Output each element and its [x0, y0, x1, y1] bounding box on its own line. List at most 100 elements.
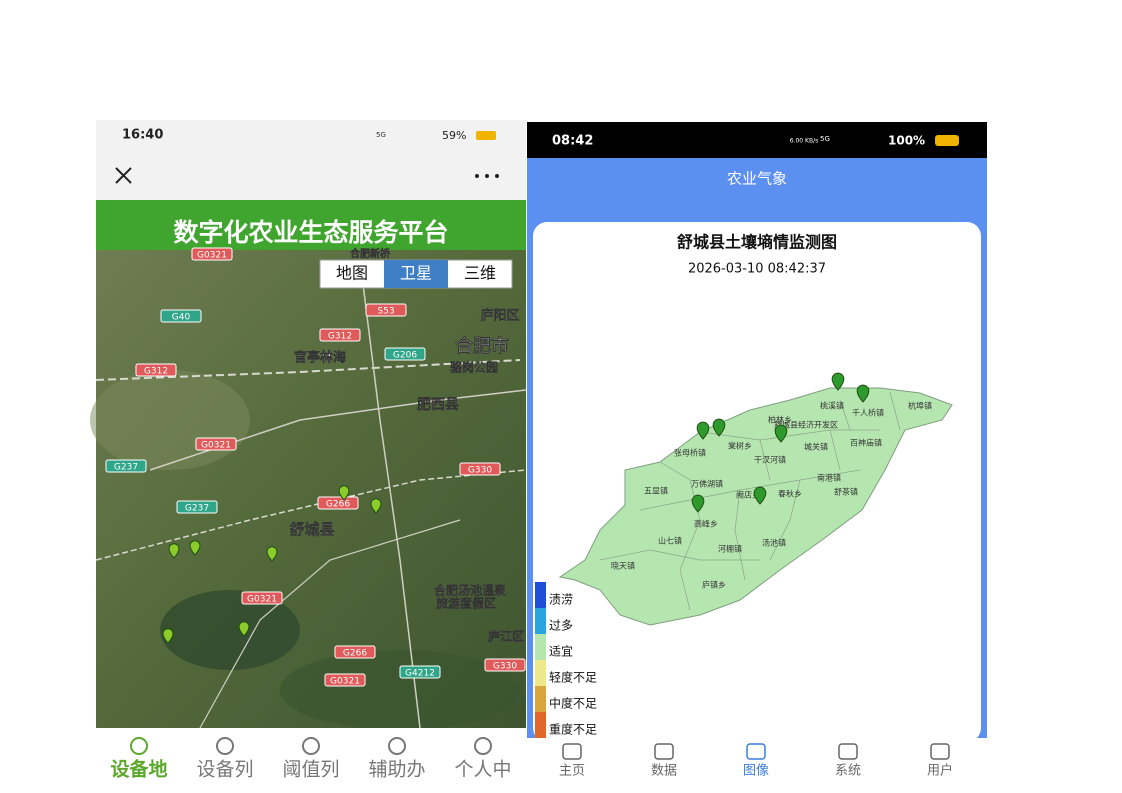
legend-label: 渍涝 — [549, 593, 573, 607]
map-toggle-option[interactable]: 三维 — [464, 264, 496, 283]
more-button[interactable] — [475, 174, 499, 178]
tab-label[interactable]: 设备列 — [196, 759, 253, 781]
legend-label: 适宜 — [549, 644, 573, 659]
road-badge — [399, 665, 441, 679]
tab-icon — [930, 743, 950, 760]
town-label: 五显镇 — [644, 486, 668, 496]
road-label: G4212 — [405, 669, 435, 679]
road-label: S53 — [377, 307, 394, 317]
device-marker[interactable] — [831, 372, 845, 391]
town-label: 春秋乡 — [778, 489, 802, 499]
card-timestamp: 2026-03-10 08:42:37 — [688, 262, 826, 277]
legend-swatch — [535, 582, 546, 608]
place-label: 庐江区 — [488, 629, 524, 644]
tab-icon — [130, 737, 148, 755]
tab-icon — [388, 737, 406, 755]
device-marker[interactable] — [162, 628, 174, 644]
device-marker[interactable] — [712, 418, 726, 437]
status-network: 5G — [376, 131, 386, 139]
town-label: 晓天镇 — [611, 561, 635, 571]
town-label: 棠树乡 — [728, 441, 752, 451]
tab-icon — [302, 737, 320, 755]
road-label: G206 — [393, 351, 417, 361]
road-label: G237 — [114, 463, 138, 473]
road-badge — [195, 437, 237, 451]
legend-swatch — [535, 686, 546, 712]
tab-icon — [562, 743, 582, 760]
battery-icon — [476, 131, 496, 140]
right-tab-bar — [527, 738, 987, 790]
device-marker[interactable] — [370, 498, 382, 514]
satellite-map[interactable] — [96, 250, 526, 728]
road-label: G0321 — [247, 595, 277, 605]
place-label: 合肥新桥 — [349, 247, 391, 260]
status-bar — [527, 122, 987, 158]
road-label: G0321 — [197, 251, 227, 261]
status-time: 08:42 — [552, 134, 593, 149]
device-marker[interactable] — [168, 543, 180, 559]
legend-label: 过多 — [549, 619, 573, 633]
device-marker[interactable] — [338, 485, 350, 501]
town-borders — [599, 391, 901, 611]
road-badge — [484, 658, 526, 672]
road-badge — [459, 462, 501, 476]
tab-label[interactable]: 设备地 — [110, 758, 167, 781]
tab-label[interactable]: 主页 — [559, 764, 585, 779]
tab-label[interactable]: 个人中 — [454, 759, 511, 781]
town-label: 城关镇 — [804, 442, 828, 452]
tab-icon — [838, 743, 858, 760]
road-badge — [191, 247, 233, 261]
town-label: 庐镇乡 — [702, 580, 726, 590]
device-marker[interactable] — [774, 424, 788, 443]
place-label: 肥西县 — [417, 397, 459, 413]
town-label: 南港镇 — [817, 473, 841, 483]
tab-label[interactable]: 系统 — [835, 764, 861, 779]
tab-label[interactable]: 辅助办 — [368, 759, 425, 781]
road-badge — [319, 328, 361, 342]
town-label: 桃溪镇 — [820, 401, 844, 411]
road-label: G266 — [343, 649, 367, 659]
town-label: 万佛湖镇 — [691, 479, 723, 489]
road-badge — [324, 673, 366, 687]
road-badge — [105, 459, 147, 473]
device-marker[interactable] — [696, 421, 710, 440]
road-label: G330 — [468, 466, 492, 476]
status-time: 16:40 — [122, 128, 163, 143]
close-button[interactable] — [115, 167, 132, 184]
town-label: 舒茶镇 — [834, 487, 858, 497]
town-label: 舒城县经济开发区 — [774, 420, 838, 430]
device-marker[interactable] — [691, 494, 705, 513]
place-label: 舒城县 — [289, 521, 334, 539]
legend-swatch — [535, 712, 546, 738]
device-marker[interactable] — [238, 621, 250, 637]
tab-label[interactable]: 数据 — [651, 764, 677, 779]
place-label: 官亭林海 — [294, 350, 346, 366]
road-badge — [241, 591, 283, 605]
road-label: G266 — [326, 500, 350, 510]
status-battery: 59% — [442, 129, 466, 142]
device-marker[interactable] — [189, 540, 201, 556]
card-title: 舒城县土壤墒情监测图 — [677, 233, 837, 252]
town-label: 山七镇 — [658, 536, 682, 546]
legend-label: 重度不足 — [549, 722, 597, 737]
road-badge — [317, 496, 359, 510]
device-marker[interactable] — [856, 384, 870, 403]
road-label: G312 — [144, 367, 168, 377]
town-label: 百神庙镇 — [850, 438, 882, 448]
road-badge — [135, 363, 177, 377]
road-badge — [365, 303, 407, 317]
tab-label[interactable]: 用户 — [927, 763, 953, 779]
tab-label[interactable]: 图像 — [743, 764, 769, 779]
device-marker[interactable] — [266, 546, 278, 562]
map-toggle-option[interactable]: 地图 — [336, 264, 368, 283]
tab-icon — [746, 743, 766, 760]
road-badge — [384, 347, 426, 361]
road-label: G40 — [172, 313, 191, 323]
device-marker[interactable] — [753, 486, 767, 505]
tab-icon — [474, 737, 492, 755]
map-toggle-option[interactable]: 卫星 — [400, 264, 432, 283]
tab-label[interactable]: 阈值列 — [282, 759, 339, 781]
road-badge — [334, 645, 376, 659]
